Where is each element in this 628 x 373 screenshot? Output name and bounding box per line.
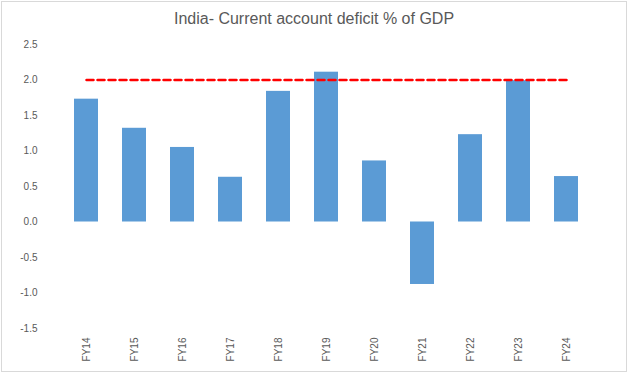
svg-text:FY17: FY17	[225, 337, 236, 361]
svg-text:FY15: FY15	[129, 337, 140, 361]
svg-text:2.5: 2.5	[24, 39, 38, 50]
svg-text:-0.5: -0.5	[20, 252, 38, 263]
svg-text:FY20: FY20	[369, 337, 380, 361]
svg-text:0.5: 0.5	[24, 181, 38, 192]
svg-text:FY16: FY16	[177, 337, 188, 361]
svg-text:FY24: FY24	[561, 337, 572, 361]
svg-text:FY22: FY22	[465, 337, 476, 361]
svg-text:-1.5: -1.5	[20, 323, 38, 334]
svg-text:FY19: FY19	[321, 337, 332, 361]
html-text:India- Current account deficit: India- Current account deficit % of GDP	[173, 10, 455, 27]
svg-text:2.0: 2.0	[24, 74, 38, 85]
svg-text:FY18: FY18	[273, 337, 284, 361]
svg-text:1.0: 1.0	[24, 145, 38, 156]
svg-text:-1.0: -1.0	[20, 287, 38, 298]
svg-text:FY21: FY21	[417, 337, 428, 361]
svg-text:FY14: FY14	[81, 337, 92, 361]
svg-text:0.0: 0.0	[24, 216, 38, 227]
svg-text:FY23: FY23	[513, 337, 524, 361]
svg-text:1.5: 1.5	[24, 110, 38, 121]
